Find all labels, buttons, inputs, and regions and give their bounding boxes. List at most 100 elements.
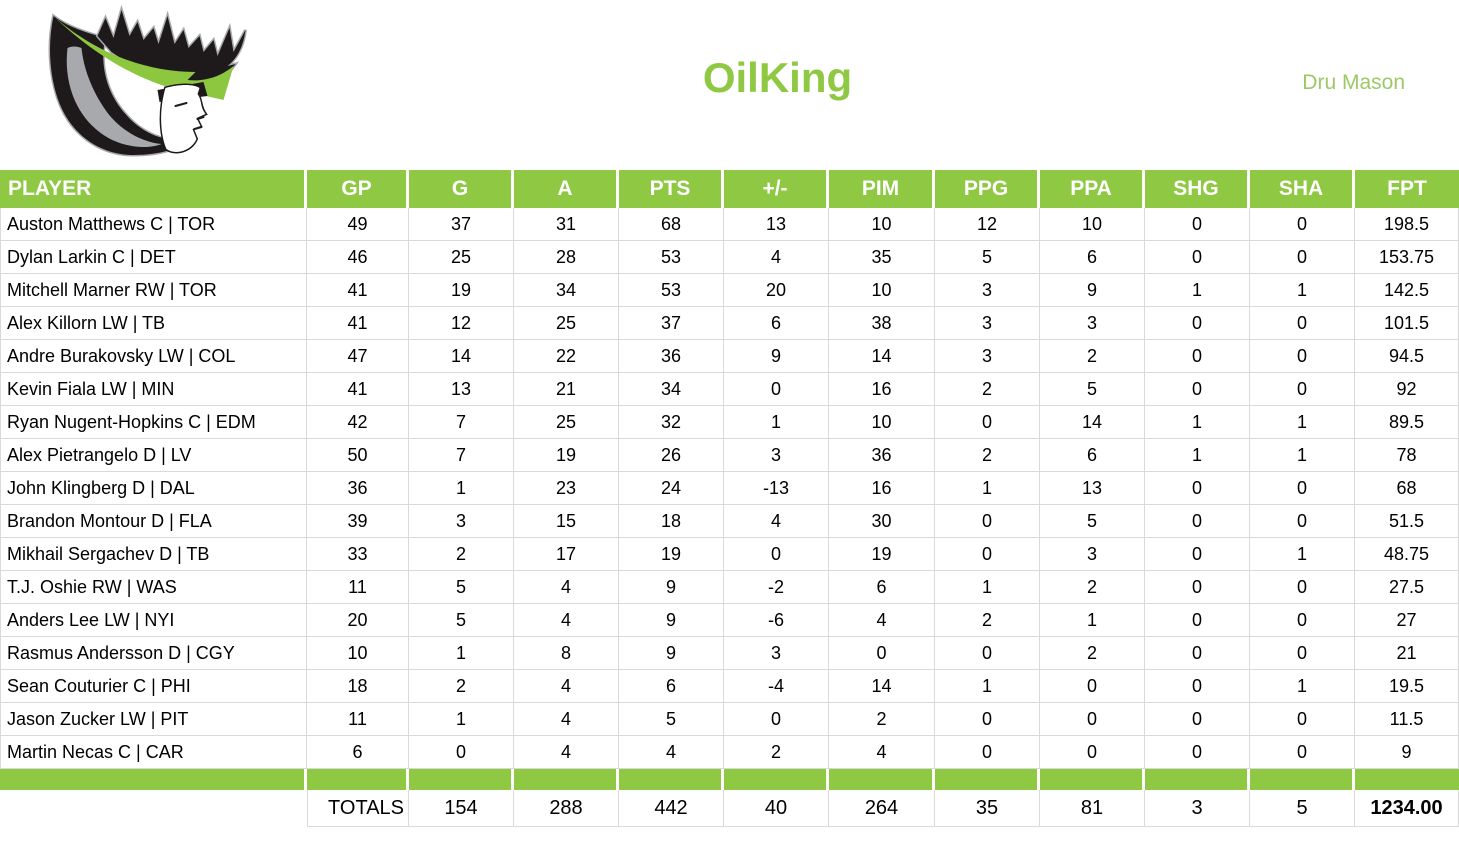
separator-cell bbox=[935, 769, 1040, 790]
player-cell: Kevin Fiala LW | MIN bbox=[0, 373, 307, 406]
stat-cell: 25 bbox=[514, 406, 619, 439]
stat-cell: 0 bbox=[724, 373, 829, 406]
stat-cell: 2 bbox=[935, 604, 1040, 637]
stat-cell: 4 bbox=[514, 571, 619, 604]
stat-cell: 53 bbox=[619, 274, 724, 307]
column-header-sha: SHA bbox=[1250, 170, 1355, 208]
stat-cell: 0 bbox=[1250, 208, 1355, 241]
player-cell: Mikhail Sergachev D | TB bbox=[0, 538, 307, 571]
stat-cell: 0 bbox=[1145, 703, 1250, 736]
stat-cell: 4 bbox=[514, 703, 619, 736]
stat-cell: 10 bbox=[829, 208, 935, 241]
stat-cell: 1 bbox=[409, 703, 514, 736]
stat-cell: 16 bbox=[829, 472, 935, 505]
stat-cell: 1 bbox=[409, 637, 514, 670]
stat-cell: 34 bbox=[514, 274, 619, 307]
stat-cell: 9 bbox=[619, 604, 724, 637]
stat-cell: 0 bbox=[935, 703, 1040, 736]
stat-cell: 3 bbox=[935, 340, 1040, 373]
stat-cell: 0 bbox=[829, 637, 935, 670]
stat-cell: 36 bbox=[307, 472, 409, 505]
stat-cell: 0 bbox=[1145, 736, 1250, 769]
column-header-player: PLAYER bbox=[0, 170, 307, 208]
stat-cell: 19 bbox=[829, 538, 935, 571]
stat-cell: 78 bbox=[1355, 439, 1459, 472]
total-value: 40 bbox=[724, 790, 829, 827]
total-value: 5 bbox=[1250, 790, 1355, 827]
stat-cell: 24 bbox=[619, 472, 724, 505]
player-cell: Martin Necas C | CAR bbox=[0, 736, 307, 769]
column-header-gp: GP bbox=[307, 170, 409, 208]
stat-cell: 10 bbox=[829, 274, 935, 307]
stat-cell: 0 bbox=[1250, 241, 1355, 274]
total-value: 1234.00 bbox=[1355, 790, 1459, 827]
stat-cell: 28 bbox=[514, 241, 619, 274]
stat-cell: 0 bbox=[1250, 472, 1355, 505]
separator-cell bbox=[409, 769, 514, 790]
stat-cell: 89.5 bbox=[1355, 406, 1459, 439]
stat-cell: 3 bbox=[724, 439, 829, 472]
stat-cell: 31 bbox=[514, 208, 619, 241]
stat-cell: 1 bbox=[1145, 274, 1250, 307]
stat-cell: 47 bbox=[307, 340, 409, 373]
stat-cell: 6 bbox=[619, 670, 724, 703]
stat-cell: 19 bbox=[619, 538, 724, 571]
stat-cell: 50 bbox=[307, 439, 409, 472]
stat-cell: 0 bbox=[935, 538, 1040, 571]
stat-cell: 7 bbox=[409, 439, 514, 472]
stat-cell: 1 bbox=[1250, 439, 1355, 472]
stat-cell: 0 bbox=[935, 637, 1040, 670]
column-header-g: G bbox=[409, 170, 514, 208]
stat-cell: 6 bbox=[1040, 241, 1145, 274]
stat-cell: 68 bbox=[1355, 472, 1459, 505]
stat-cell: 18 bbox=[307, 670, 409, 703]
stat-cell: 11.5 bbox=[1355, 703, 1459, 736]
total-value: 154 bbox=[409, 790, 514, 827]
stat-cell: 5 bbox=[1040, 505, 1145, 538]
stat-cell: 2 bbox=[409, 538, 514, 571]
stat-cell: 21 bbox=[514, 373, 619, 406]
stat-cell: 0 bbox=[1250, 571, 1355, 604]
stat-cell: 5 bbox=[1040, 373, 1145, 406]
stat-cell: 15 bbox=[514, 505, 619, 538]
stat-cell: 10 bbox=[829, 406, 935, 439]
stat-cell: 34 bbox=[619, 373, 724, 406]
separator-row bbox=[0, 769, 1459, 790]
stat-cell: -13 bbox=[724, 472, 829, 505]
stat-cell: 4 bbox=[829, 604, 935, 637]
column-header-pim: PIM bbox=[829, 170, 935, 208]
stat-cell: 5 bbox=[619, 703, 724, 736]
stat-cell: 94.5 bbox=[1355, 340, 1459, 373]
stat-cell: 2 bbox=[1040, 571, 1145, 604]
column-header-a: A bbox=[514, 170, 619, 208]
stat-cell: 13 bbox=[1040, 472, 1145, 505]
stat-cell: 3 bbox=[935, 274, 1040, 307]
stat-cell: 25 bbox=[514, 307, 619, 340]
stat-cell: 4 bbox=[514, 736, 619, 769]
stat-cell: 26 bbox=[619, 439, 724, 472]
stat-cell: 5 bbox=[935, 241, 1040, 274]
stat-cell: 1 bbox=[935, 472, 1040, 505]
stat-cell: 9 bbox=[1355, 736, 1459, 769]
stat-cell: 41 bbox=[307, 274, 409, 307]
stat-cell: 37 bbox=[409, 208, 514, 241]
stat-cell: 1 bbox=[1250, 670, 1355, 703]
stat-cell: -6 bbox=[724, 604, 829, 637]
stat-cell: 22 bbox=[514, 340, 619, 373]
stat-cell: -4 bbox=[724, 670, 829, 703]
stat-cell: 3 bbox=[935, 307, 1040, 340]
stat-cell: 4 bbox=[724, 241, 829, 274]
report-banner: OilKing Dru Mason bbox=[0, 0, 1459, 170]
stat-cell: 0 bbox=[935, 736, 1040, 769]
stat-cell: 0 bbox=[1145, 670, 1250, 703]
stat-cell: 4 bbox=[619, 736, 724, 769]
stat-cell: 13 bbox=[724, 208, 829, 241]
stat-cell: 2 bbox=[724, 736, 829, 769]
stat-cell: 14 bbox=[829, 670, 935, 703]
separator-cell bbox=[1355, 769, 1459, 790]
stat-cell: 2 bbox=[1040, 637, 1145, 670]
total-value: 3 bbox=[1145, 790, 1250, 827]
stat-cell: 46 bbox=[307, 241, 409, 274]
stat-cell: 2 bbox=[409, 670, 514, 703]
stat-cell: 0 bbox=[409, 736, 514, 769]
